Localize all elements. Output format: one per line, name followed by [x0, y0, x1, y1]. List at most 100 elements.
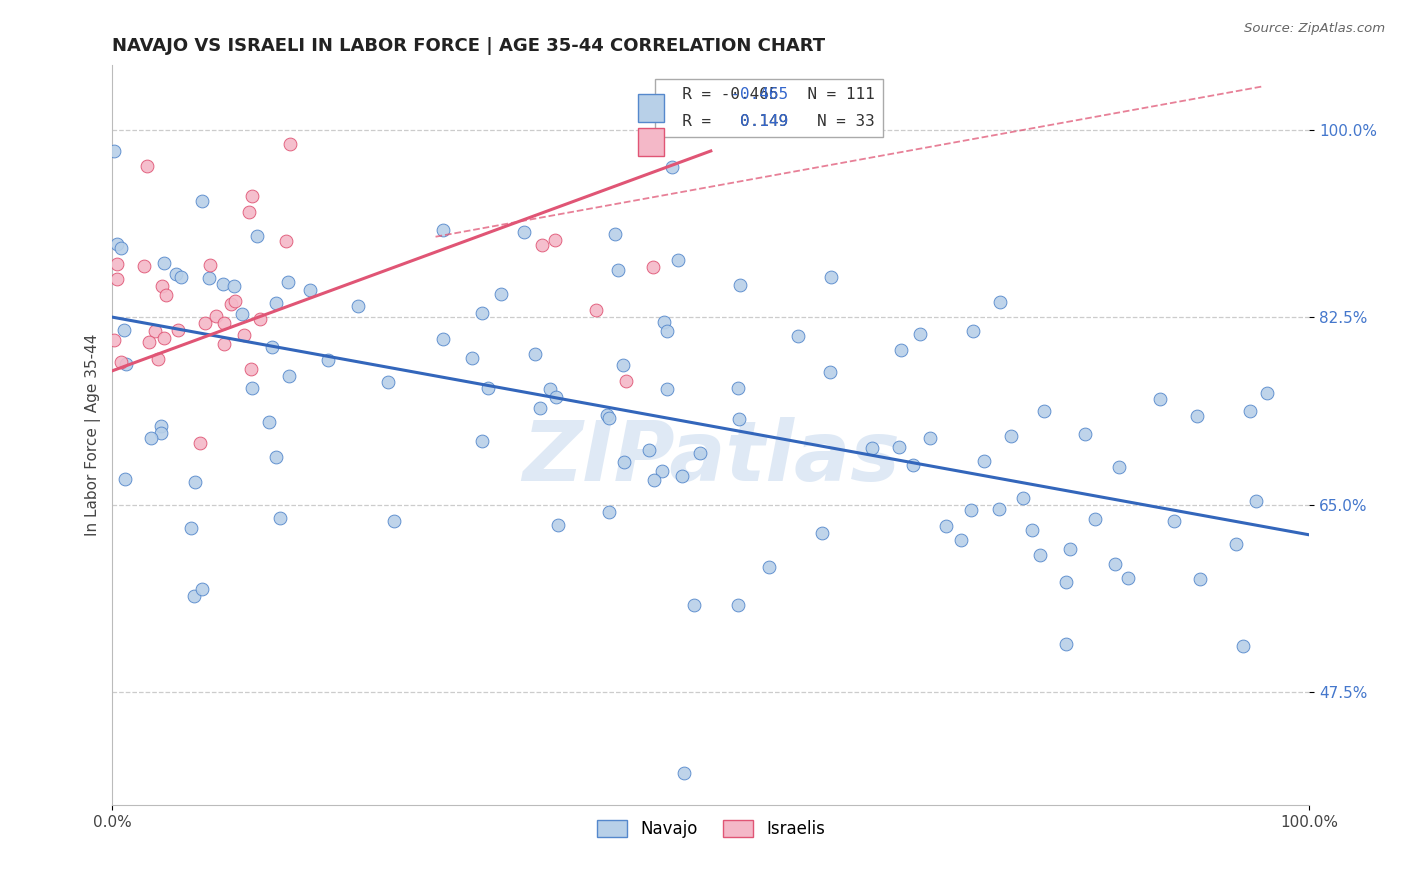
Point: [901, 458, 924, 472]
Point: [544, 390, 567, 404]
Point: [1239, 403, 1261, 417]
Point: [1011, 491, 1033, 505]
Point: [188, 435, 211, 450]
FancyBboxPatch shape: [638, 94, 664, 122]
Point: [585, 303, 607, 318]
Point: [153, 255, 176, 269]
Point: [277, 275, 299, 289]
Point: [988, 501, 1011, 516]
Point: [612, 359, 634, 373]
Point: [689, 445, 711, 459]
Point: [103, 333, 125, 347]
Point: [962, 324, 984, 338]
Point: [820, 269, 842, 284]
Point: [191, 582, 214, 597]
Point: [973, 454, 995, 468]
Point: [595, 409, 617, 423]
Point: [382, 515, 405, 529]
Point: [143, 324, 166, 338]
Point: [614, 374, 637, 388]
Point: [1054, 637, 1077, 651]
Point: [810, 525, 832, 540]
Point: [988, 295, 1011, 310]
Point: [652, 314, 675, 328]
Point: [613, 455, 636, 469]
Point: [1029, 548, 1052, 562]
Point: [165, 267, 187, 281]
Point: [935, 519, 957, 533]
Point: [299, 283, 322, 297]
Point: [264, 296, 287, 310]
Legend: Navajo, Israelis: Navajo, Israelis: [591, 814, 831, 845]
Point: [183, 589, 205, 603]
Point: [432, 222, 454, 236]
Point: [242, 381, 264, 395]
Point: [547, 517, 569, 532]
Point: [212, 337, 235, 351]
Point: [606, 262, 628, 277]
Point: [1116, 572, 1139, 586]
Point: [637, 443, 659, 458]
Point: [531, 238, 554, 252]
Point: [184, 475, 207, 489]
Point: [598, 505, 620, 519]
Point: [643, 260, 665, 274]
Point: [377, 376, 399, 390]
Point: [233, 327, 256, 342]
Point: [1163, 514, 1185, 528]
Point: [918, 431, 941, 445]
Y-axis label: In Labor Force | Age 35-44: In Labor Force | Age 35-44: [86, 334, 101, 536]
Point: [155, 288, 177, 302]
Point: [110, 241, 132, 255]
Point: [153, 331, 176, 345]
FancyBboxPatch shape: [638, 128, 664, 156]
Point: [671, 468, 693, 483]
Point: [231, 307, 253, 321]
Point: [115, 357, 138, 371]
Point: [249, 312, 271, 326]
Point: [1021, 523, 1043, 537]
Point: [512, 225, 534, 239]
Point: [103, 144, 125, 158]
Point: [598, 410, 620, 425]
Point: [135, 160, 157, 174]
Point: [471, 306, 494, 320]
Point: [260, 340, 283, 354]
Point: [1244, 494, 1267, 508]
Point: [269, 510, 291, 524]
Point: [105, 257, 128, 271]
Point: [1054, 575, 1077, 590]
Point: [860, 441, 883, 455]
Point: [150, 425, 173, 440]
Point: [150, 279, 173, 293]
Point: [959, 502, 981, 516]
Point: [643, 473, 665, 487]
Point: [890, 343, 912, 357]
Point: [1225, 537, 1247, 551]
Point: [277, 369, 299, 384]
Point: [1084, 512, 1107, 526]
Point: [198, 259, 221, 273]
Point: [246, 229, 269, 244]
Point: [191, 194, 214, 208]
Point: [728, 277, 751, 292]
Point: [950, 533, 973, 547]
Point: [105, 237, 128, 252]
Point: [1232, 639, 1254, 653]
Point: [139, 431, 162, 445]
Point: [110, 355, 132, 369]
Point: [820, 365, 842, 379]
Point: [651, 464, 673, 478]
Text: Source: ZipAtlas.com: Source: ZipAtlas.com: [1244, 22, 1385, 36]
Point: [198, 270, 221, 285]
Point: [1032, 403, 1054, 417]
Point: [224, 294, 246, 309]
Point: [149, 418, 172, 433]
Point: [259, 415, 281, 429]
Point: [148, 352, 170, 367]
Point: [1104, 557, 1126, 571]
Point: [280, 136, 302, 151]
Point: [238, 204, 260, 219]
Point: [727, 412, 749, 426]
Point: [655, 324, 678, 338]
